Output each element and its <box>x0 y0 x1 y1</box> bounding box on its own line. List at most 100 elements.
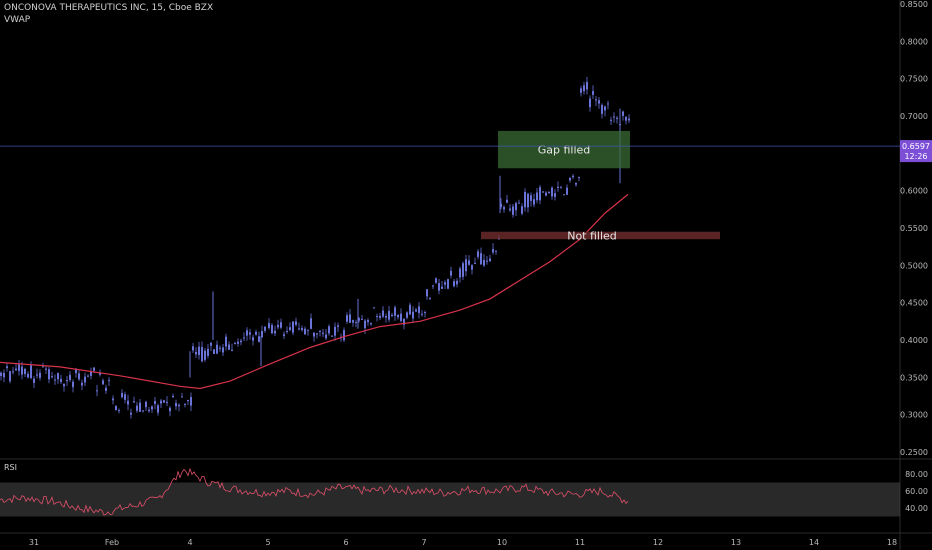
candle-body <box>432 285 434 287</box>
candle-body <box>195 351 197 355</box>
candle-body <box>331 335 333 337</box>
not-filled-box <box>481 231 720 240</box>
time-tick-label: 7 <box>421 538 426 547</box>
candle-body <box>169 407 171 412</box>
candle-body <box>554 193 556 197</box>
candle-body <box>160 400 162 404</box>
candle-body <box>271 324 273 334</box>
candle-body <box>569 178 571 181</box>
candle-body <box>610 119 612 121</box>
candle-body <box>237 341 239 344</box>
candle-body <box>403 318 405 325</box>
candle-body <box>87 375 89 377</box>
candle-body <box>483 259 485 266</box>
candle-body <box>292 321 294 333</box>
annotations: Gap filled Not filled <box>481 130 720 242</box>
time-tick-label: 5 <box>265 538 270 547</box>
candle-body <box>515 203 517 211</box>
candle-body <box>486 260 488 262</box>
candle-body <box>280 322 282 328</box>
candle-body <box>521 206 523 214</box>
rsi-band <box>0 482 900 517</box>
candle-body <box>477 251 479 257</box>
candle-body <box>63 384 65 387</box>
candle-body <box>15 368 17 371</box>
price-tick-label: 0.5500 <box>900 224 928 233</box>
candle-body <box>421 313 423 315</box>
candle-body <box>93 367 95 371</box>
candle-body <box>500 203 502 208</box>
candle-body <box>370 323 372 325</box>
candle-body <box>518 202 520 204</box>
candle-body <box>604 106 606 111</box>
candle-body <box>316 333 318 335</box>
candle-body <box>12 371 14 373</box>
symbol-title[interactable]: ONCONOVA THERAPEUTICS INC, 15, Cboe BZX <box>4 3 214 13</box>
candle-body <box>589 98 591 108</box>
candle-body <box>628 118 630 121</box>
candle-body <box>57 372 59 380</box>
candle-body <box>142 410 144 412</box>
candle-body <box>216 344 218 354</box>
candle-body <box>539 187 541 201</box>
rsi-tick-label: 40.00 <box>905 504 928 513</box>
candle-body <box>133 401 135 403</box>
candle-body <box>48 369 50 380</box>
price-tick-label: 0.3000 <box>900 411 928 420</box>
candle-body <box>81 382 83 386</box>
indicator-vwap-label[interactable]: VWAP <box>4 15 31 25</box>
candle-body <box>30 365 32 379</box>
candle-body <box>307 329 309 331</box>
candle-body <box>310 318 312 329</box>
candle-body <box>157 405 159 413</box>
candle-body <box>358 318 360 321</box>
candle-body <box>99 372 101 375</box>
candle-body <box>240 340 242 343</box>
time-tick-label: 31 <box>29 538 39 547</box>
candle-body <box>394 307 396 316</box>
candle-body <box>468 260 470 265</box>
candle-body <box>0 372 2 376</box>
candle-body <box>102 380 104 385</box>
candle-body <box>72 381 74 388</box>
time-tick-label: 11 <box>575 538 585 547</box>
candle-body <box>6 366 8 369</box>
candle-body <box>298 328 300 330</box>
rsi-tick-label: 60.00 <box>905 487 928 496</box>
candle-body <box>607 103 609 105</box>
price-tick-label: 0.4500 <box>900 299 928 308</box>
candle-body <box>580 88 582 93</box>
candle-body <box>78 373 80 380</box>
candle-body <box>492 248 494 253</box>
candle-body <box>548 192 550 194</box>
candle-body <box>231 349 233 351</box>
time-tick-label: 18 <box>887 538 897 547</box>
candle-body <box>246 330 248 336</box>
candle-body <box>112 398 114 401</box>
candle-body <box>145 401 147 408</box>
candle-body <box>489 258 491 262</box>
candle-body <box>175 403 177 407</box>
candle-body <box>18 364 20 371</box>
candle-body <box>557 186 559 189</box>
candle-body <box>480 253 482 265</box>
candle-body <box>258 336 260 342</box>
candle-body <box>346 315 348 322</box>
candle-body <box>397 314 399 318</box>
candle-body <box>252 337 254 341</box>
price-tick-label: 0.4000 <box>900 336 928 345</box>
candle-body <box>139 402 141 412</box>
candle-body <box>60 379 62 382</box>
candle-body <box>108 379 110 381</box>
candle-body <box>234 342 236 344</box>
candle-body <box>207 348 209 356</box>
candle-body <box>136 405 138 411</box>
candle-body <box>542 191 544 193</box>
candle-body <box>349 314 351 323</box>
candle-body <box>334 326 336 336</box>
candle-body <box>51 376 53 378</box>
candle-body <box>166 401 168 403</box>
